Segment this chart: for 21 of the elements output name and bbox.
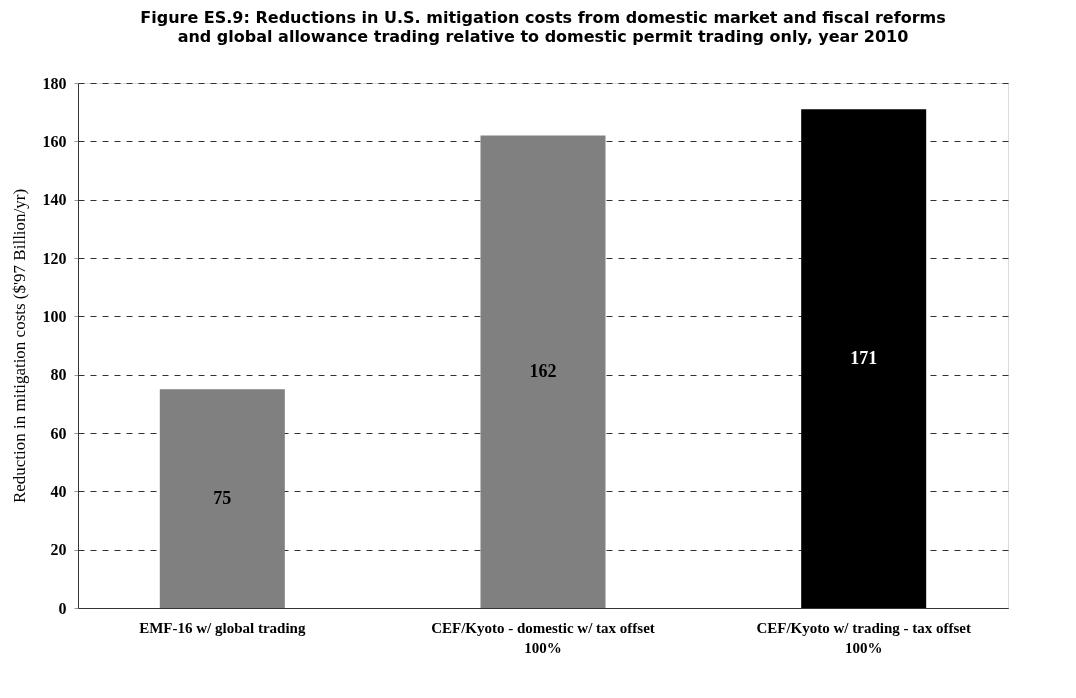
- bar: [480, 135, 606, 608]
- data-label: 171: [850, 347, 878, 368]
- y-tick-label: 180: [42, 74, 67, 92]
- bar: [801, 109, 927, 608]
- bar: [159, 389, 285, 608]
- chart-title: Figure ES.9: Reductions in U.S. mitigation costs from domestic market and fiscal reforms and global allowance trading relative to domestic permit trading only, year 2010: [140, 8, 946, 46]
- y-tick-label: 60: [50, 424, 67, 442]
- y-axis-title: Reduction in mitigation costs ($'97 Billion/yr): [9, 188, 29, 504]
- data-label: 162: [529, 360, 557, 381]
- x-tick-label: EMF-16 w/ global trading: [139, 619, 306, 636]
- x-tick-label: CEF/Kyoto - domestic w/ tax offset 100%: [431, 619, 655, 656]
- y-tick-label: 100: [42, 307, 67, 325]
- y-tick-label: 160: [42, 132, 67, 150]
- data-label: 75: [213, 487, 232, 508]
- y-tick-label: 140: [42, 191, 67, 209]
- y-tick-label: 80: [50, 366, 67, 384]
- x-tick-label: CEF/Kyoto w/ trading - tax offset 100%: [756, 619, 971, 656]
- y-tick-label: 0: [58, 599, 67, 617]
- y-tick-label: 40: [50, 482, 67, 500]
- y-tick-label: 20: [50, 541, 67, 559]
- y-tick-label: 120: [42, 249, 67, 267]
